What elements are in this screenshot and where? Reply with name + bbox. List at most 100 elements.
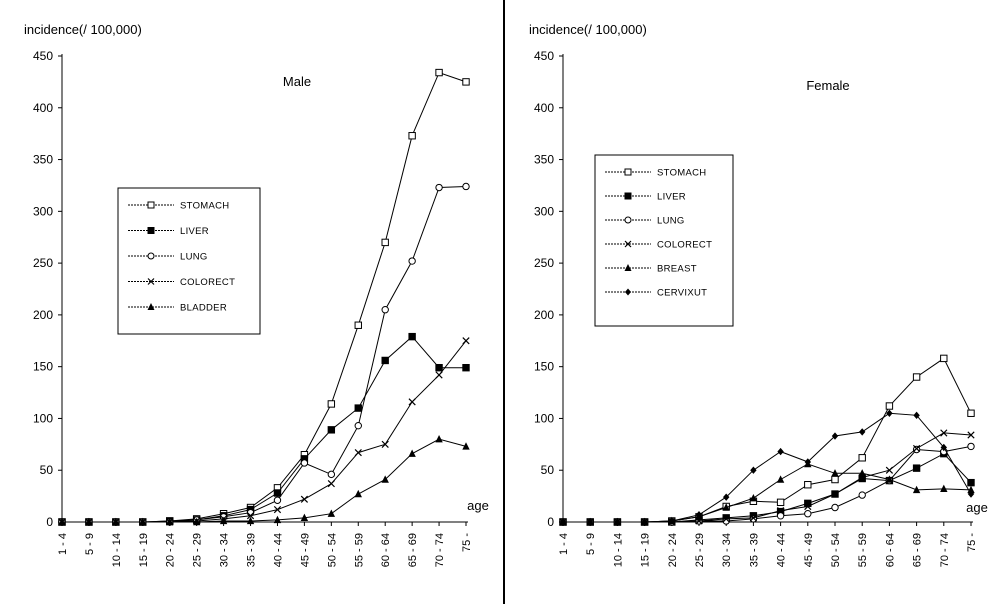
series-line-liver	[62, 335, 466, 523]
x-tick-label: 55 - 59	[857, 533, 869, 567]
data-point-lung	[273, 496, 282, 504]
data-point-stomach	[776, 498, 785, 507]
y-tick-label: 450	[534, 49, 554, 63]
data-point-bladder	[435, 434, 443, 443]
x-tick-label: 10 - 14	[111, 533, 123, 567]
x-tick-label: 65 - 69	[912, 533, 924, 567]
data-point-bladder	[139, 517, 147, 526]
legend: STOMACH LIVER LUNG COLORECT BREAST CERVIXUT	[594, 154, 734, 327]
data-point-liver	[967, 478, 975, 487]
x-tick-label: 35 - 39	[748, 533, 760, 567]
data-point-liver	[435, 364, 443, 372]
x-tick-label: 15 - 19	[640, 533, 652, 567]
data-point-bladder	[192, 517, 201, 526]
data-point-cervixut	[913, 411, 920, 420]
y-tick-label: 0	[46, 515, 53, 529]
data-point-lung	[327, 470, 336, 479]
data-point-lung	[831, 503, 839, 512]
data-point-bladder	[219, 516, 228, 525]
data-point-bladder	[462, 442, 470, 450]
y-tick-label: 350	[33, 153, 53, 167]
legend-marker-cervixut	[625, 288, 631, 296]
y-axis-label: incidence(/ 100,000)	[24, 22, 142, 37]
data-point-lung	[408, 257, 416, 265]
x-tick-label: 45 - 49	[803, 533, 815, 567]
data-point-liver	[912, 464, 921, 472]
x-tick-label: 30 - 34	[219, 533, 231, 567]
data-point-stomach	[940, 354, 948, 363]
data-point-liver	[408, 332, 416, 341]
data-point-cervixut	[559, 518, 567, 526]
data-point-colorect	[722, 515, 730, 523]
data-point-colorect	[912, 444, 921, 453]
x-tick-label: 15 - 19	[138, 533, 150, 567]
data-point-breast	[885, 475, 894, 483]
series-line-liver	[563, 453, 972, 523]
y-tick-label: 100	[534, 411, 554, 425]
x-tick-label: 35 - 39	[246, 533, 258, 567]
y-tick-label: 150	[534, 360, 554, 374]
x-tick-label: 50 - 54	[326, 533, 338, 567]
data-point-colorect	[462, 337, 470, 345]
data-point-stomach	[408, 132, 416, 140]
data-point-lung	[776, 512, 785, 520]
y-axis-label: incidence(/ 100,000)	[529, 22, 647, 37]
legend-label-lung: LUNG	[657, 216, 685, 227]
series-line-bladder	[62, 438, 467, 523]
legend-marker-liver	[624, 192, 632, 200]
data-point-liver	[273, 489, 282, 497]
data-point-cervixut	[967, 490, 975, 498]
y-tick-label: 300	[534, 204, 554, 218]
x-tick-label: 55 - 59	[353, 533, 365, 567]
y-tick-label: 450	[33, 49, 53, 63]
legend-label-bladder: BLADDER	[180, 303, 227, 314]
legend-marker-breast	[624, 264, 632, 271]
x-tick-label: 65 - 69	[407, 533, 419, 567]
data-point-bladder	[327, 509, 336, 517]
x-tick-label: 75 -	[966, 533, 978, 552]
data-point-bladder	[408, 449, 416, 457]
data-point-colorect	[354, 448, 362, 457]
series-stomach	[559, 354, 975, 526]
data-point-lung	[804, 510, 812, 518]
data-point-breast	[831, 469, 839, 477]
series-line-colorect	[563, 432, 972, 523]
legend-marker-stomach	[147, 201, 155, 209]
data-point-breast	[722, 503, 730, 511]
x-axis-label: age	[966, 500, 988, 515]
x-tick-label: 75 -	[461, 533, 473, 552]
chart-title: Male	[283, 74, 311, 89]
data-point-stomach	[435, 68, 443, 77]
x-tick-label: 50 - 54	[830, 533, 842, 567]
y-tick-label: 300	[33, 204, 53, 218]
data-point-colorect	[885, 466, 894, 474]
data-point-stomach	[912, 373, 921, 381]
data-point-cervixut	[886, 409, 893, 417]
series-line-stomach	[563, 357, 972, 523]
series-line-lung	[563, 445, 972, 523]
data-point-cervixut	[614, 518, 621, 526]
y-tick-label: 350	[534, 153, 554, 167]
data-point-lung	[381, 306, 389, 314]
legend-label-stomach: STOMACH	[657, 168, 706, 179]
data-point-bladder	[166, 517, 174, 526]
data-point-colorect	[381, 440, 389, 448]
data-point-cervixut	[695, 511, 703, 519]
data-point-colorect	[776, 506, 785, 515]
data-point-bladder	[85, 517, 93, 526]
legend-label-stomach: STOMACH	[180, 201, 229, 212]
x-tick-label: 20 - 24	[165, 533, 177, 567]
data-point-liver	[381, 356, 389, 365]
data-point-stomach	[967, 409, 975, 417]
x-tick-label: 45 - 49	[299, 533, 311, 567]
y-tick-label: 50	[40, 463, 54, 477]
data-point-stomach	[354, 321, 362, 329]
data-point-lung	[967, 442, 975, 451]
legend-marker-lung	[147, 252, 155, 260]
data-point-colorect	[327, 480, 335, 488]
y-tick-label: 100	[33, 411, 53, 425]
data-point-bladder	[354, 489, 362, 498]
legend-box	[594, 154, 734, 327]
series-line-cervixut	[563, 412, 972, 523]
x-tick-label: 40 - 44	[776, 533, 788, 567]
